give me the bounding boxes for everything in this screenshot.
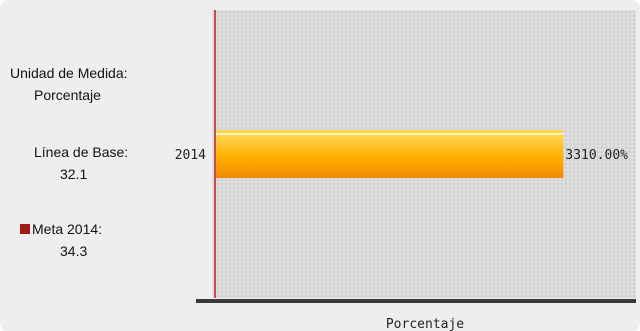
bar-2014 (215, 130, 564, 178)
meta-label: Meta 2014: (32, 221, 103, 237)
bar-highlight (215, 133, 564, 135)
indicator-info: Unidad de Medida: Porcentaje Línea de Ba… (0, 0, 200, 331)
meta-label-row: Meta 2014: (20, 220, 102, 238)
unidad-label: Unidad de Medida: (10, 65, 128, 81)
x-axis-label: Porcentaje (386, 317, 464, 331)
meta-marker-icon (20, 224, 30, 234)
category-label: 2014 (175, 148, 206, 163)
meta-value: 34.3 (60, 243, 88, 259)
linea-base-value: 32.1 (60, 166, 88, 182)
unidad-value: Porcentaje (34, 87, 101, 103)
data-label: 3310.00% (565, 148, 628, 163)
linea-base-label: Línea de Base: (34, 144, 129, 160)
x-axis-bar (196, 299, 636, 303)
